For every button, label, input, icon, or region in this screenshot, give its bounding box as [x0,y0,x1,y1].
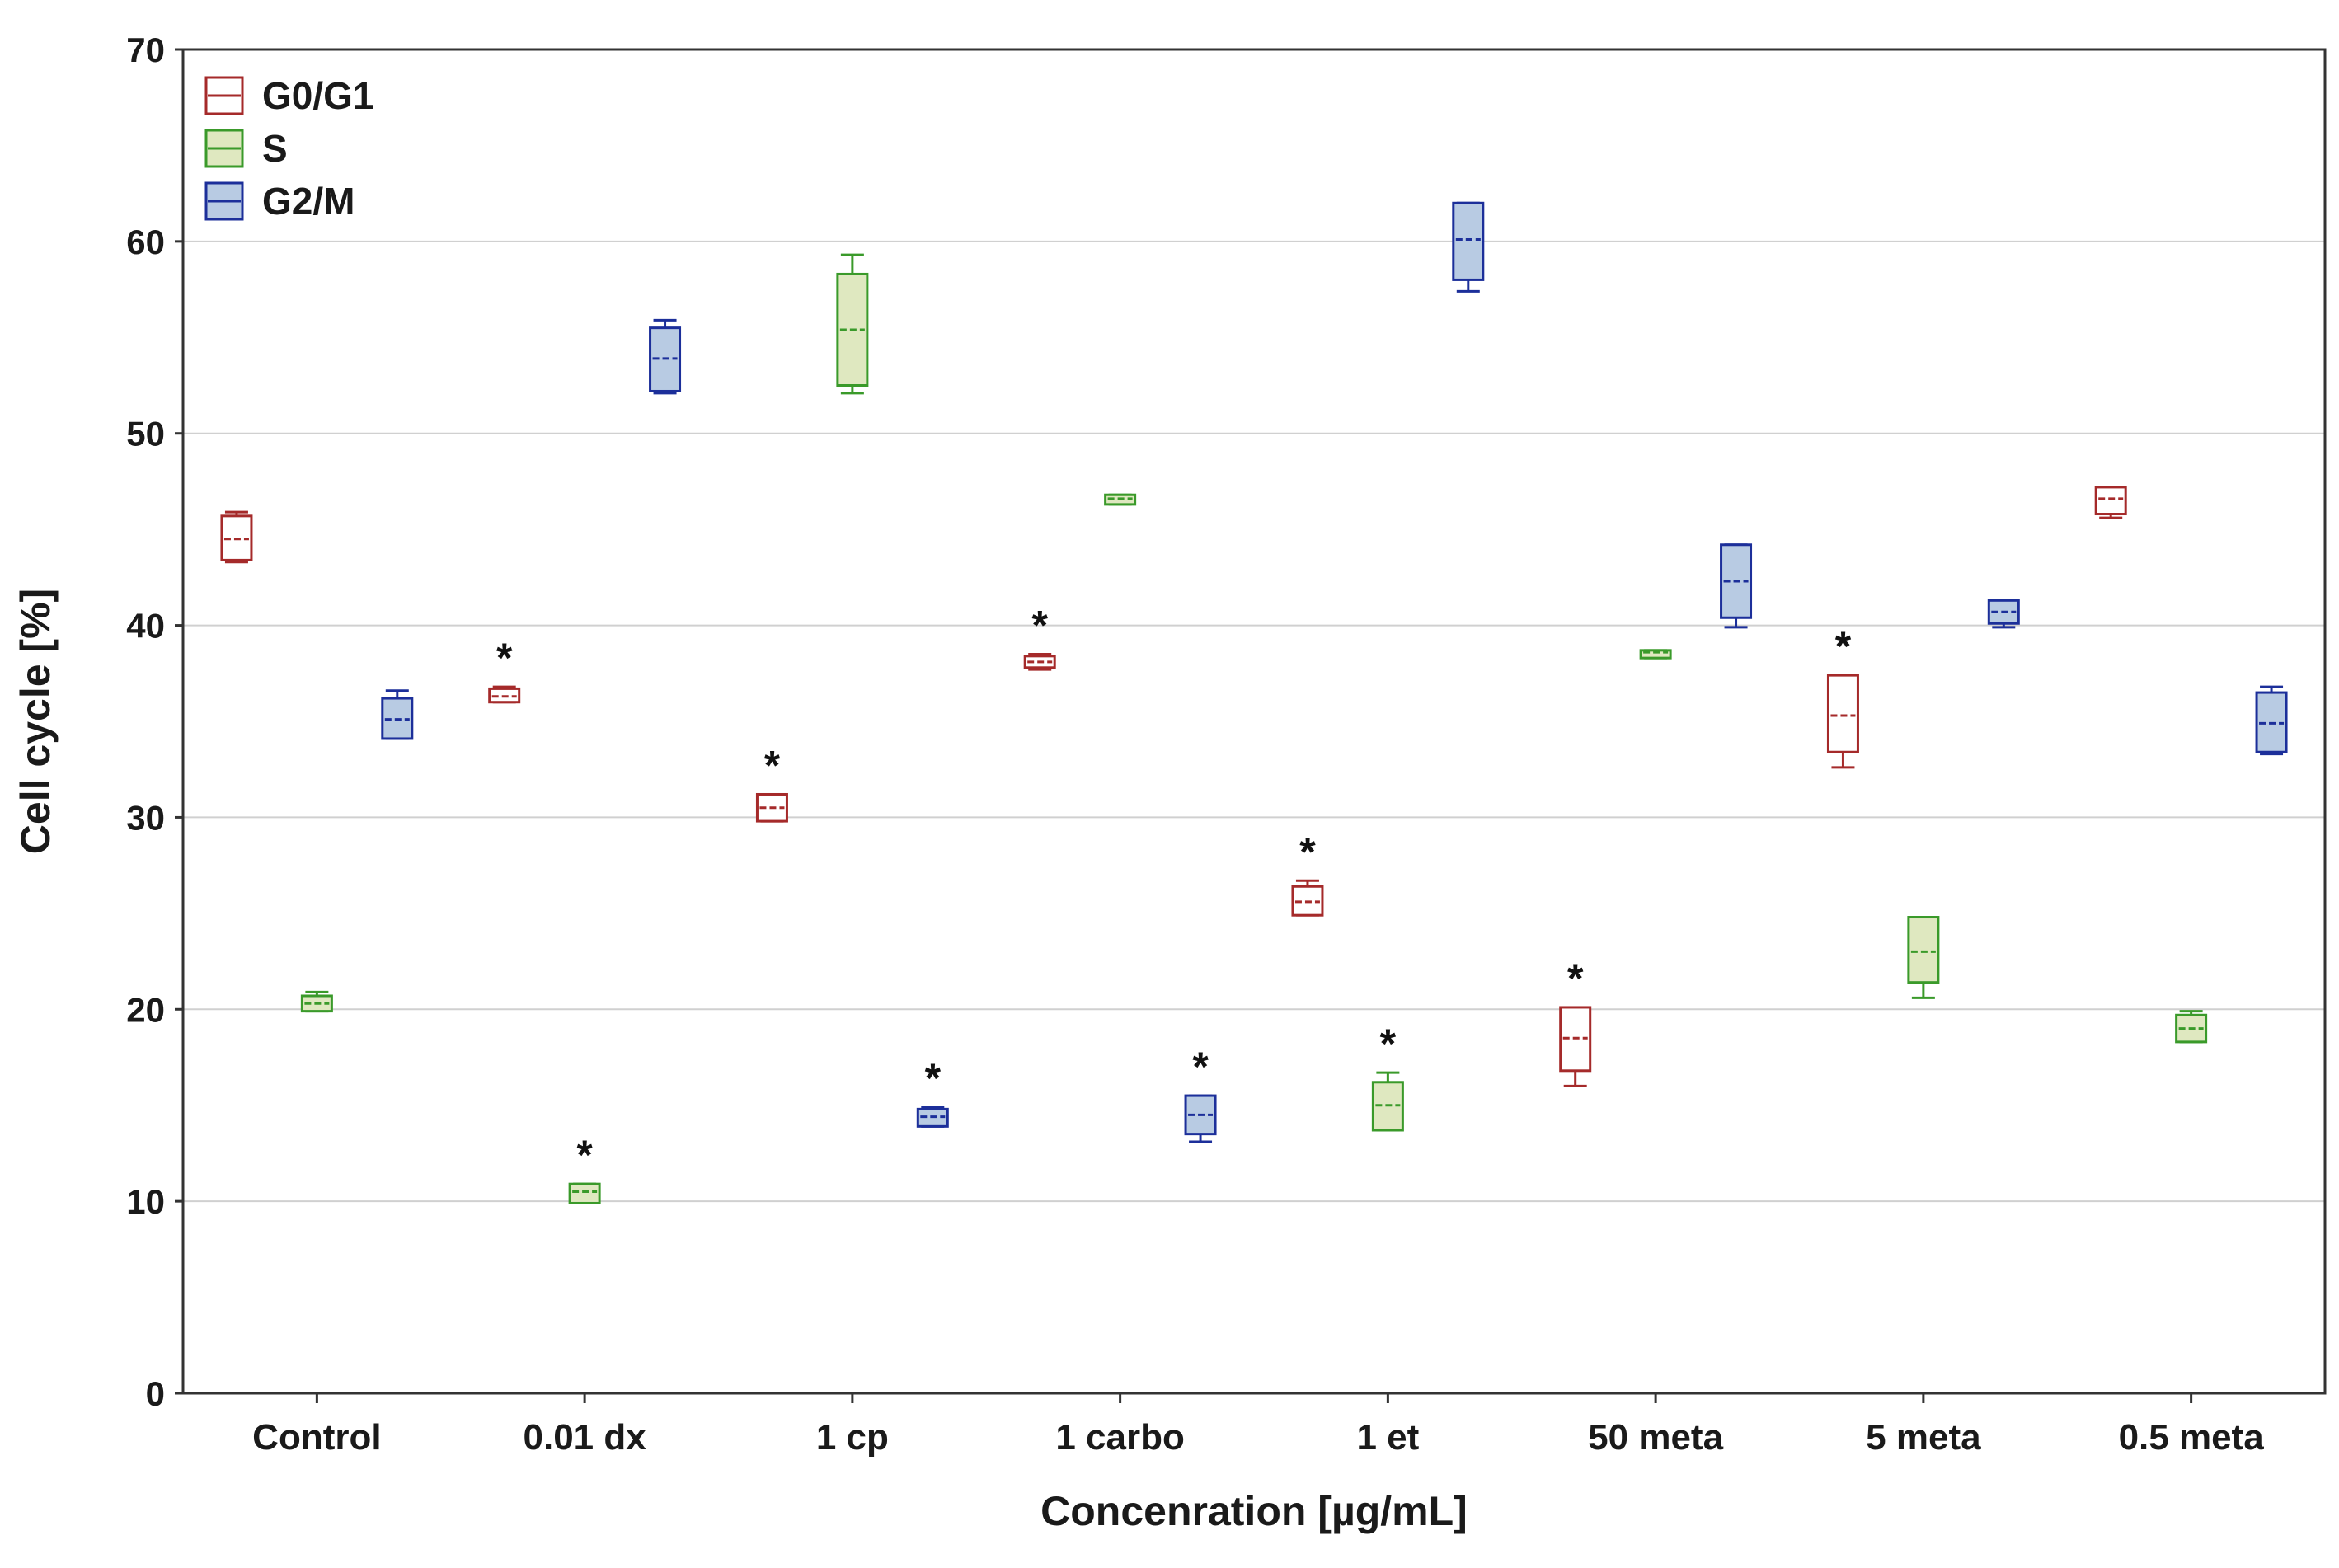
significance-star: * [764,742,781,788]
box-S-1 et [1371,1071,1404,1132]
series-G0/G1 [220,486,2127,1087]
y-tick-label: 70 [126,31,165,69]
box-S-1 cp [836,253,869,395]
box-S-0.01 dx [568,1182,601,1204]
x-tick-label: 0.5 meta [2119,1417,2265,1458]
box-S-1 carbo [1104,493,1137,506]
legend-label: G0/G1 [262,74,374,117]
x-tick-label: 1 cp [816,1417,889,1458]
gridlines [183,240,2325,1203]
legend-label: S [262,127,288,170]
box-G2/M-Control [381,689,414,740]
significance-star: * [576,1132,593,1178]
box-S-0.5 meta [2175,1010,2208,1044]
significance-star: * [1567,955,1584,1002]
x-tick-label: 5 meta [1866,1417,1981,1458]
y-tick-label: 30 [126,798,165,837]
significance-star: * [496,635,513,681]
significance-star: * [1299,829,1316,875]
legend-label: G2/M [262,180,355,223]
plot-area-frame [181,48,2327,1395]
box-G2/M-1 cp [916,1106,949,1128]
box-G2/M-1 carbo [1184,1094,1217,1143]
box-S-50 meta [1639,649,1672,660]
box-S-Control [300,990,333,1013]
box-G2/M-50 meta [1720,543,1753,629]
box-G2/M-0.01 dx [649,318,682,395]
axis-ticks: 0 10 20 30 40 50 60 70 Control 0.01 dx 1 cp 1 carbo… [126,31,2264,1458]
x-tick-label: Control [252,1417,381,1458]
x-axis-title: Concenration [µg/mL] [1040,1488,1468,1534]
significance-star: * [1031,603,1048,649]
significance-star: * [1380,1021,1397,1067]
y-tick-label: 0 [146,1374,165,1413]
y-tick-label: 50 [126,415,165,453]
box-G0/G1-50 meta [1559,1006,1592,1087]
series-G2/M [381,201,2288,1143]
x-tick-label: 0.01 dx [524,1417,647,1458]
legend-item-S: S [204,127,288,170]
box-G2/M-5 meta [1987,599,2020,629]
significance-star: * [1192,1044,1209,1090]
box-iqr [2094,486,2127,516]
box-G2/M-0.5 meta [2255,685,2288,756]
series-S [300,253,2208,1204]
box-iqr [1639,649,1672,660]
legend-item-G0/G1: G0/G1 [204,74,374,117]
box-G0/G1-0.5 meta [2094,486,2127,519]
box-iqr [1907,916,1940,984]
box-iqr [1826,674,1859,753]
legend: G0/G1 S G2/M [204,74,374,223]
x-tick-label: 1 et [1356,1417,1419,1458]
y-tick-label: 10 [126,1182,165,1221]
significance-star: * [1835,623,1852,669]
legend-item-G2/M: G2/M [204,180,355,223]
box-G0/G1-Control [220,510,253,564]
box-G0/G1-5 meta [1826,674,1859,769]
y-tick-label: 60 [126,223,165,261]
x-tick-label: 50 meta [1588,1417,1723,1458]
y-tick-label: 40 [126,607,165,646]
box-S-5 meta [1907,916,1940,999]
box-iqr [568,1182,601,1204]
box-G2/M-1 et [1452,201,1485,293]
box-G0/G1-1 carbo [1023,653,1056,671]
y-axis-title: Cell cycle [%] [12,589,59,854]
box-series [220,201,2288,1204]
significance-markers: * * * * * * * * * * [496,603,1852,1179]
box-G0/G1-1 cp [755,792,788,823]
significance-star: * [925,1055,942,1101]
x-tick-label: 1 carbo [1055,1417,1185,1458]
box-G0/G1-0.01 dx [488,685,521,704]
y-tick-label: 20 [126,990,165,1029]
box-iqr [1452,201,1485,281]
box-G0/G1-1 et [1291,879,1324,917]
